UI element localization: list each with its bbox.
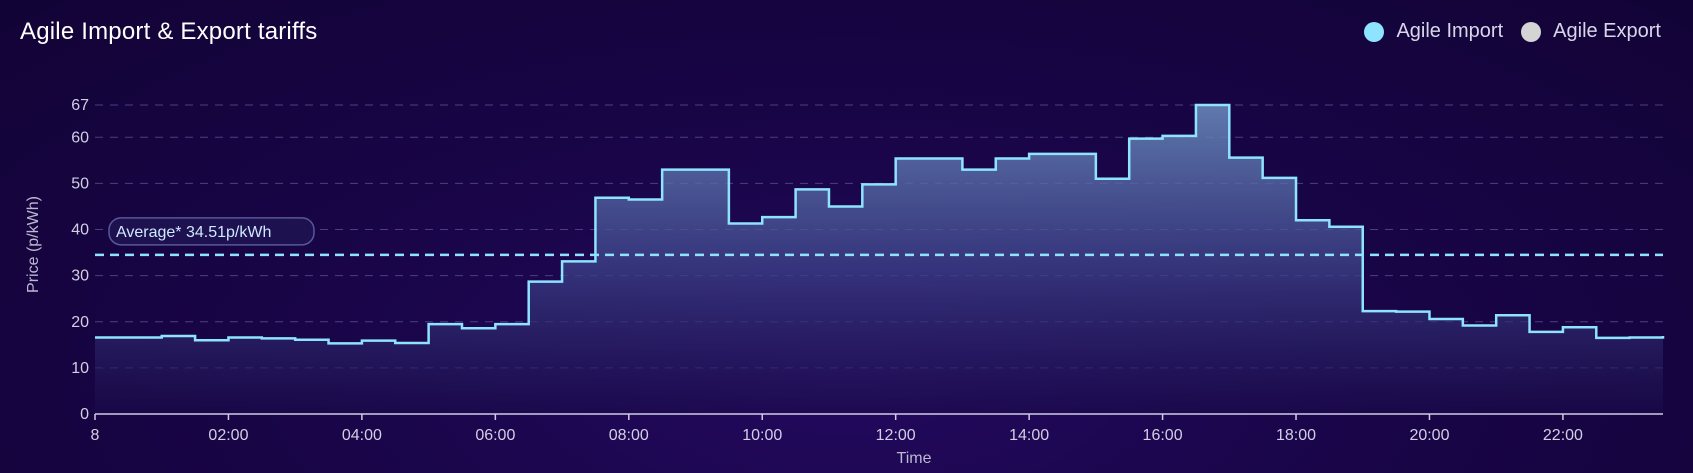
y-axis-label: Price (p/kWh) [25,196,42,293]
x-axis-ticks: 8 02:00 04:00 06:00 08:00 10:00 12:00 14:00 16:0… [91,414,1583,444]
x-tick-label: 20:00 [1409,427,1449,444]
y-tick-label: 10 [71,360,89,377]
legend-dot-icon [1364,21,1385,42]
x-tick-label: 10:00 [742,427,782,444]
y-tick-label: 30 [71,268,89,285]
x-tick-label: 04:00 [342,427,382,444]
y-tick-label: 60 [71,129,89,146]
chart-title: Agile Import & Export tariffs [20,18,318,45]
series-line-agile-import[interactable] [95,103,1665,345]
y-tick-label: 40 [71,222,89,239]
y-axis-ticks: 0 10 20 30 40 50 60 67 [71,97,89,423]
legend-dot-icon [1521,21,1542,42]
x-tick-label: 22:00 [1543,427,1583,444]
y-tick-label: 50 [71,175,89,192]
legend-label: Agile Export [1553,20,1661,42]
x-tick-label: 02:00 [208,427,248,444]
x-tick-label: 18:00 [1276,427,1316,444]
y-tick-label: 0 [80,406,89,423]
x-tick-label: 08:00 [609,427,649,444]
x-tick-label: 14:00 [1009,427,1049,444]
legend-item-agile-import[interactable]: Agile Import [1364,20,1503,43]
x-tick-label: 8 [91,427,100,444]
x-tick-label: 16:00 [1143,427,1183,444]
y-tick-label: 67 [71,97,89,114]
x-tick-label: 12:00 [876,427,916,444]
legend-item-agile-export[interactable]: Agile Export [1521,20,1661,43]
chart-legend: Agile Import Agile Export [1364,20,1661,43]
average-badge [108,217,315,246]
x-axis-label: Time [897,450,932,467]
x-tick-label: 06:00 [475,427,515,444]
legend-label: Agile Import [1396,20,1504,42]
y-tick-label: 20 [71,314,89,331]
series-area-agile-import [95,105,1663,414]
average-label: Average* 34.51p/kWh [116,224,271,241]
